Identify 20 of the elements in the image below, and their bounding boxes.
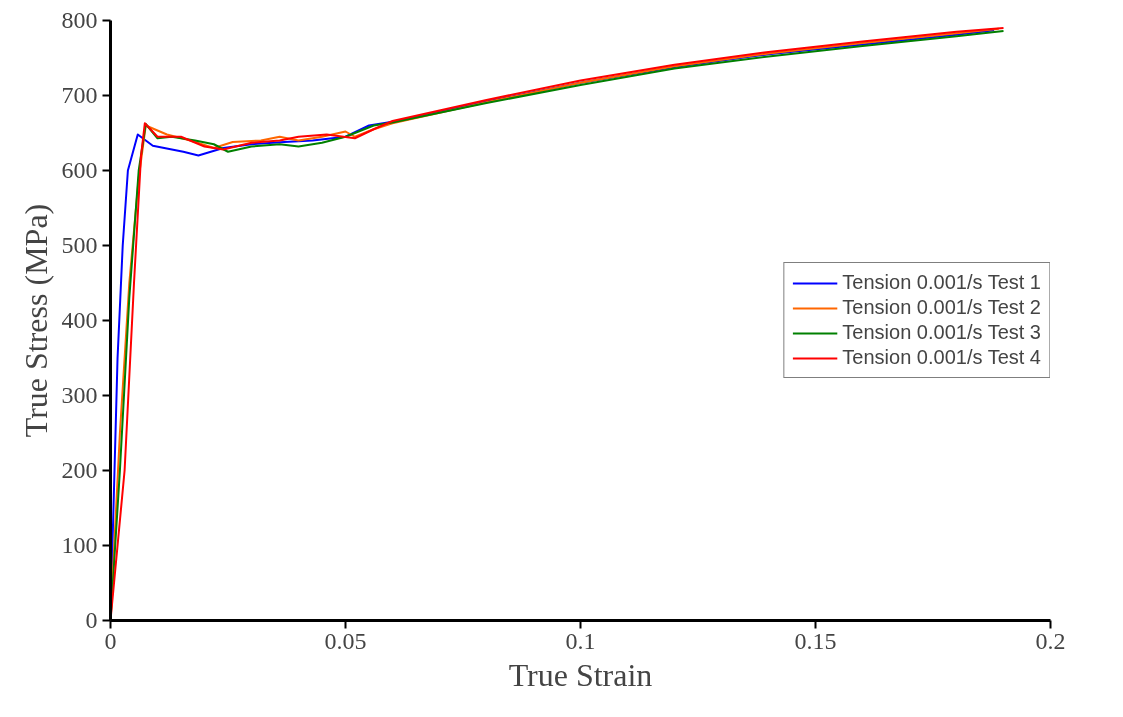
y-tick-label: 700	[61, 82, 98, 108]
y-tick-label: 500	[61, 232, 98, 258]
y-tick-label: 400	[61, 307, 98, 333]
x-tick-label: 0.1	[565, 627, 596, 654]
y-axis-title: True Stress (MPa)	[17, 203, 54, 438]
x-tick-label: 0.15	[794, 627, 837, 654]
y-tick-label: 200	[61, 457, 98, 483]
legend-label: Tension 0.001/s Test 3	[842, 321, 1041, 344]
x-axis-title: True Strain	[508, 656, 653, 693]
x-tick-label: 0	[104, 627, 117, 654]
legend-label: Tension 0.001/s Test 1	[842, 271, 1041, 294]
y-tick-label: 600	[61, 157, 98, 183]
y-tick-label: 0	[85, 607, 98, 633]
x-tick-label: 0.2	[1035, 627, 1066, 654]
y-tick-label: 300	[61, 382, 98, 408]
y-tick-label: 100	[61, 532, 98, 558]
x-tick-label: 0.05	[324, 627, 367, 654]
legend-label: Tension 0.001/s Test 2	[842, 296, 1041, 319]
y-tick-label: 800	[61, 7, 98, 33]
legend-label: Tension 0.001/s Test 4	[842, 346, 1041, 369]
